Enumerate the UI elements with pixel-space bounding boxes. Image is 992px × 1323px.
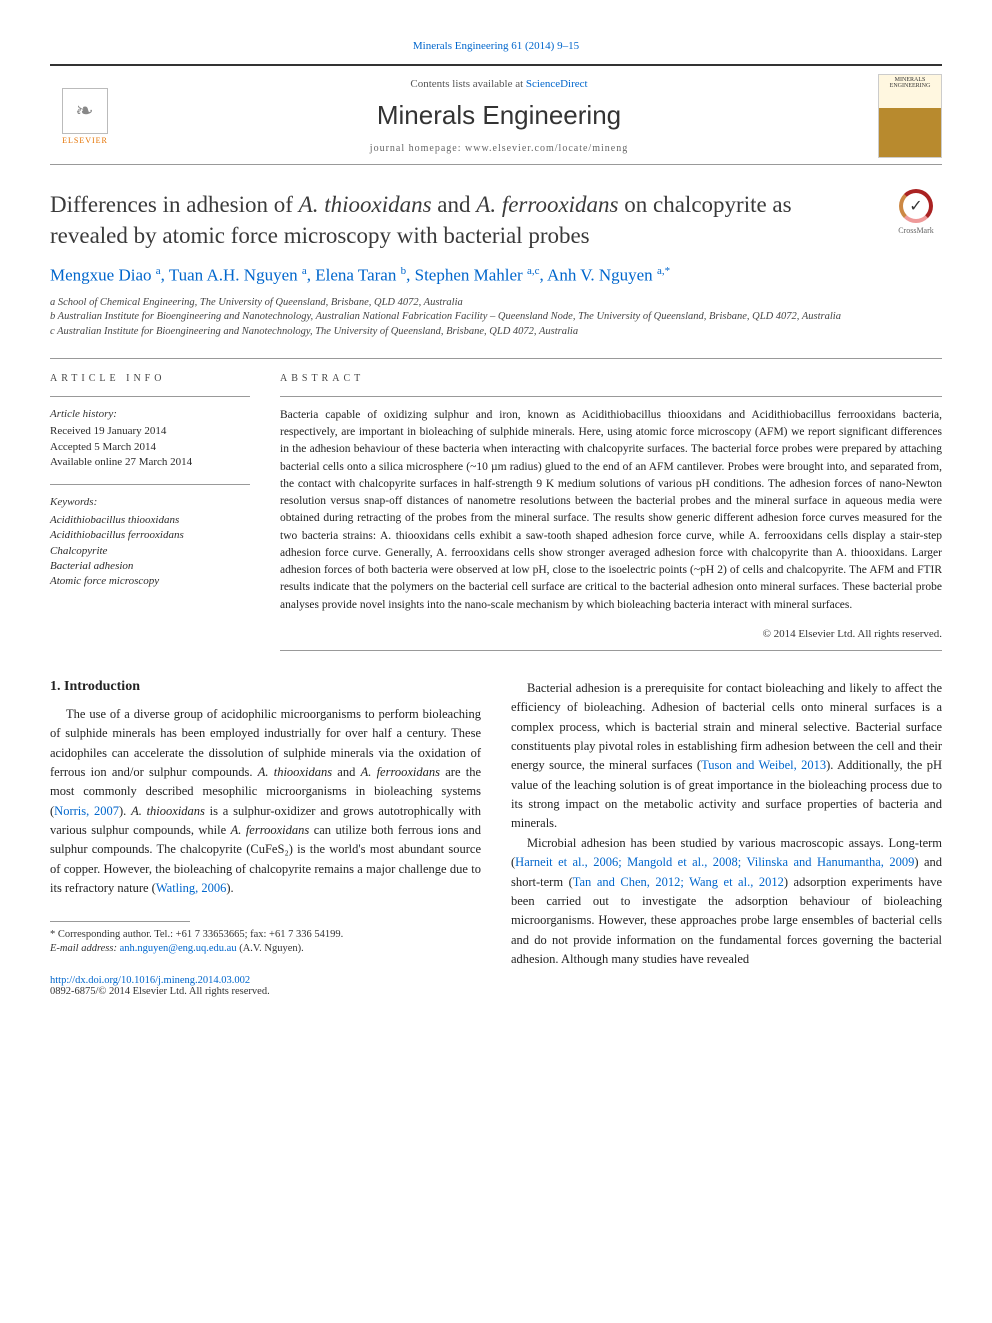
text-run: and xyxy=(332,765,361,779)
abstract: ABSTRACT Bacteria capable of oxidizing s… xyxy=(280,373,942,651)
body-paragraph: Bacterial adhesion is a prerequisite for… xyxy=(511,679,942,834)
citation-link[interactable]: Tan and Chen, 2012; Wang et al., 2012 xyxy=(573,875,784,889)
journal-title: Minerals Engineering xyxy=(134,100,864,131)
affiliation: a School of Chemical Engineering, The Un… xyxy=(50,296,942,311)
abstract-header: ABSTRACT xyxy=(280,373,942,384)
elsevier-logo: ❧ ELSEVIER xyxy=(50,77,120,155)
history-label: Article history: xyxy=(50,407,250,422)
doi-block: http://dx.doi.org/10.1016/j.mineng.2014.… xyxy=(50,975,481,997)
article-info: ARTICLE INFO Article history: Received 1… xyxy=(50,373,250,651)
article-info-header: ARTICLE INFO xyxy=(50,373,250,384)
citation-link[interactable]: Harneit et al., 2006; Mangold et al., 20… xyxy=(515,855,914,869)
contents-line: Contents lists available at ScienceDirec… xyxy=(134,78,864,90)
issn-line: 0892-6875/© 2014 Elsevier Ltd. All right… xyxy=(50,986,481,997)
journal-cover-thumbnail: MINERALS ENGINEERING xyxy=(878,74,942,158)
species-text: A. thiooxidans xyxy=(258,765,332,779)
article-title: Differences in adhesion of A. thiooxidan… xyxy=(50,189,874,251)
email-suffix: (A.V. Nguyen). xyxy=(237,943,304,954)
keyword: Acidithiobacillus ferrooxidans xyxy=(50,528,250,543)
body-paragraph: Microbial adhesion has been studied by v… xyxy=(511,834,942,970)
page: Minerals Engineering 61 (2014) 9–15 ❧ EL… xyxy=(0,0,992,1037)
footnote-separator xyxy=(50,921,190,922)
banner-center: Contents lists available at ScienceDirec… xyxy=(134,78,864,154)
section-title: 1. Introduction xyxy=(50,679,481,695)
keyword: Atomic force microscopy xyxy=(50,574,250,589)
body-col-right: Bacterial adhesion is a prerequisite for… xyxy=(511,679,942,997)
header-citation: Minerals Engineering 61 (2014) 9–15 xyxy=(50,40,942,52)
contents-prefix: Contents lists available at xyxy=(410,78,525,90)
species-text: A. thiooxidans xyxy=(131,804,205,818)
crossmark-badge[interactable]: ✓ CrossMark xyxy=(890,189,942,241)
title-block: Differences in adhesion of A. thiooxidan… xyxy=(50,189,942,251)
citation-link[interactable]: Norris, 2007 xyxy=(54,804,119,818)
affiliations: a School of Chemical Engineering, The Un… xyxy=(50,296,942,340)
email-link[interactable]: anh.nguyen@eng.uq.edu.au xyxy=(120,943,237,954)
footnotes: * Corresponding author. Tel.: +61 7 3365… xyxy=(50,928,481,957)
abstract-text: Bacteria capable of oxidizing sulphur an… xyxy=(280,407,942,614)
affiliation: c Australian Institute for Bioengineerin… xyxy=(50,325,942,340)
history-item: Available online 27 March 2014 xyxy=(50,455,250,470)
email-line: E-mail address: anh.nguyen@eng.uq.edu.au… xyxy=(50,942,481,957)
body-paragraph: The use of a diverse group of acidophili… xyxy=(50,705,481,899)
publisher-name: ELSEVIER xyxy=(62,136,108,145)
species-text: A. ferrooxidans xyxy=(231,823,310,837)
journal-homepage: journal homepage: www.elsevier.com/locat… xyxy=(134,143,864,154)
keywords-list: Acidithiobacillus thiooxidans Acidithiob… xyxy=(50,513,250,590)
title-species-1: A. thiooxidans xyxy=(299,192,432,217)
corresponding-author: * Corresponding author. Tel.: +61 7 3365… xyxy=(50,928,481,943)
keyword: Bacterial adhesion xyxy=(50,559,250,574)
body-col-left: 1. Introduction The use of a diverse gro… xyxy=(50,679,481,997)
title-part: Differences in adhesion of xyxy=(50,192,299,217)
history-item: Accepted 5 March 2014 xyxy=(50,440,250,455)
sciencedirect-link[interactable]: ScienceDirect xyxy=(526,78,588,90)
keywords-label: Keywords: xyxy=(50,495,250,510)
crossmark-label: CrossMark xyxy=(898,226,934,235)
text-run: ). xyxy=(226,881,233,895)
keyword: Chalcopyrite xyxy=(50,544,250,559)
title-species-2: A. ferrooxidans xyxy=(476,192,618,217)
text-run: ). xyxy=(119,804,131,818)
history-item: Received 19 January 2014 xyxy=(50,424,250,439)
affiliation: b Australian Institute for Bioengineerin… xyxy=(50,310,942,325)
body-columns: 1. Introduction The use of a diverse gro… xyxy=(50,679,942,997)
info-abstract-row: ARTICLE INFO Article history: Received 1… xyxy=(50,373,942,651)
species-text: A. ferrooxidans xyxy=(361,765,440,779)
citation-link[interactable]: Watling, 2006 xyxy=(156,881,227,895)
crossmark-icon: ✓ xyxy=(899,189,933,223)
keywords-block: Keywords: Acidithiobacillus thiooxidans … xyxy=(50,495,250,589)
keyword: Acidithiobacillus thiooxidans xyxy=(50,513,250,528)
abstract-copyright: © 2014 Elsevier Ltd. All rights reserved… xyxy=(280,628,942,640)
cover-label: MINERALS ENGINEERING xyxy=(890,77,931,89)
authors: Mengxue Diao a, Tuan A.H. Nguyen a, Elen… xyxy=(50,265,942,286)
title-part: and xyxy=(432,192,477,217)
doi-link[interactable]: http://dx.doi.org/10.1016/j.mineng.2014.… xyxy=(50,975,250,986)
article-history: Article history: Received 19 January 201… xyxy=(50,407,250,471)
journal-banner: ❧ ELSEVIER Contents lists available at S… xyxy=(50,64,942,165)
elsevier-tree-icon: ❧ xyxy=(62,88,108,134)
email-label: E-mail address: xyxy=(50,943,120,954)
citation-link[interactable]: Tuson and Weibel, 2013 xyxy=(701,758,826,772)
